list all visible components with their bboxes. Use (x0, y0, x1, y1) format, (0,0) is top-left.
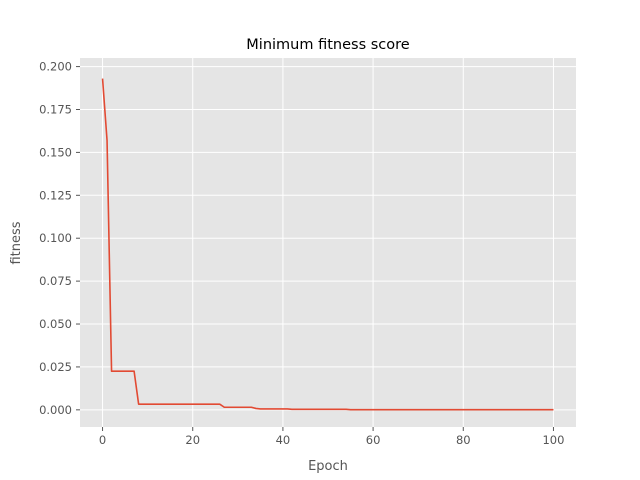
x-tick-label: 60 (366, 433, 381, 447)
y-axis-label: fitness (9, 221, 24, 264)
series-group (101, 78, 554, 411)
y-tick-label: 0.200 (39, 60, 72, 74)
x-tick-label: 20 (185, 433, 200, 447)
y-tick-label: 0.025 (39, 360, 72, 374)
y-axis-ticks: 0.000 0.025 0.050 0.075 0.100 0.125 0.150 0.175… (39, 60, 80, 417)
x-tick-label: 0 (99, 433, 106, 447)
x-axis-label: Epoch (308, 459, 348, 474)
y-tick-label: 0.075 (39, 274, 72, 288)
x-tick-label: 40 (276, 433, 291, 447)
x-tick-label: 100 (542, 433, 564, 447)
plot-area (80, 58, 576, 427)
x-tick-label: 80 (456, 433, 471, 447)
y-tick-label: 0.175 (39, 102, 72, 116)
y-tick-label: 0.000 (39, 403, 72, 417)
y-tick-label: 0.100 (39, 231, 72, 245)
chart-title: Minimum fitness score (246, 37, 409, 53)
y-tick-label: 0.050 (39, 317, 72, 331)
grid-lines (80, 58, 576, 427)
y-tick-label: 0.150 (39, 145, 72, 159)
y-tick-label: 0.125 (39, 188, 72, 202)
x-axis-ticks: 0 20 40 60 80 100 (99, 427, 564, 447)
series-line-0 (101, 78, 554, 411)
